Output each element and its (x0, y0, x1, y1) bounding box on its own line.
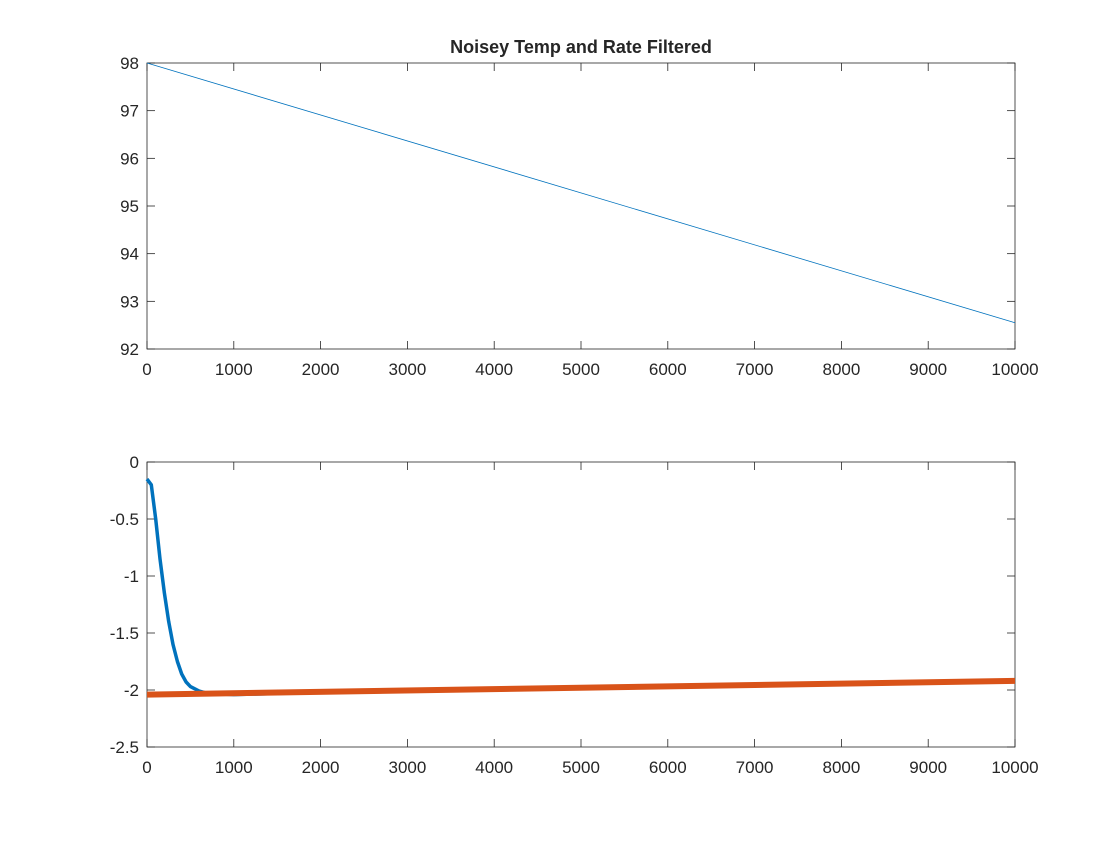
x-tick-label: 0 (142, 758, 151, 777)
y-tick-label: 92 (120, 340, 139, 359)
y-tick-label: 96 (120, 149, 139, 168)
x-tick-label: 5000 (562, 758, 600, 777)
x-tick-label: 3000 (388, 360, 426, 379)
series-line-2 (146, 677, 1016, 698)
x-tick-label: 0 (142, 360, 151, 379)
y-tick-label: 95 (120, 197, 139, 216)
axes-2: 0 1000 2000 3000 4000 5000 6000 7000 8000 9000 100… (110, 453, 1039, 777)
x-tick-label: 2000 (302, 758, 340, 777)
x-tick-label: 7000 (736, 360, 774, 379)
y-tick-label: -1 (124, 567, 139, 586)
y-tick-label: -0.5 (110, 510, 139, 529)
x-tick-label: 6000 (649, 360, 687, 379)
x-tick-label: 6000 (649, 758, 687, 777)
y-tick-label: 98 (120, 54, 139, 73)
x-tick-label: 1000 (215, 360, 253, 379)
y-tick-label: -2.5 (110, 738, 139, 757)
x-tick-label: 4000 (475, 758, 513, 777)
axes-box (146, 461, 1016, 748)
x-tick-label: 2000 (302, 360, 340, 379)
axes-1: 0 1000 2000 3000 4000 5000 6000 7000 8000 9000 100… (120, 37, 1039, 379)
axes-box (146, 62, 1016, 350)
series-line-1 (146, 62, 1016, 324)
x-tick-label: 8000 (822, 758, 860, 777)
x-tick-label: 10000 (991, 360, 1038, 379)
x-tick-label: 10000 (991, 758, 1038, 777)
chart-title: Noisey Temp and Rate Filtered (450, 37, 712, 57)
x-tick-label: 5000 (562, 360, 600, 379)
x-tick-label: 9000 (909, 360, 947, 379)
y-tick-label: 94 (120, 245, 139, 264)
x-tick-label: 9000 (909, 758, 947, 777)
x-tick-label: 7000 (736, 758, 774, 777)
y-tick-label: 0 (130, 453, 139, 472)
x-tick-label: 8000 (822, 360, 860, 379)
x-tick-label: 4000 (475, 360, 513, 379)
y-tick-label: 97 (120, 102, 139, 121)
x-tick-label: 1000 (215, 758, 253, 777)
y-tick-label: -2 (124, 681, 139, 700)
x-tick-label: 3000 (388, 758, 426, 777)
y-tick-label: 93 (120, 292, 139, 311)
y-tick-label: -1.5 (110, 624, 139, 643)
